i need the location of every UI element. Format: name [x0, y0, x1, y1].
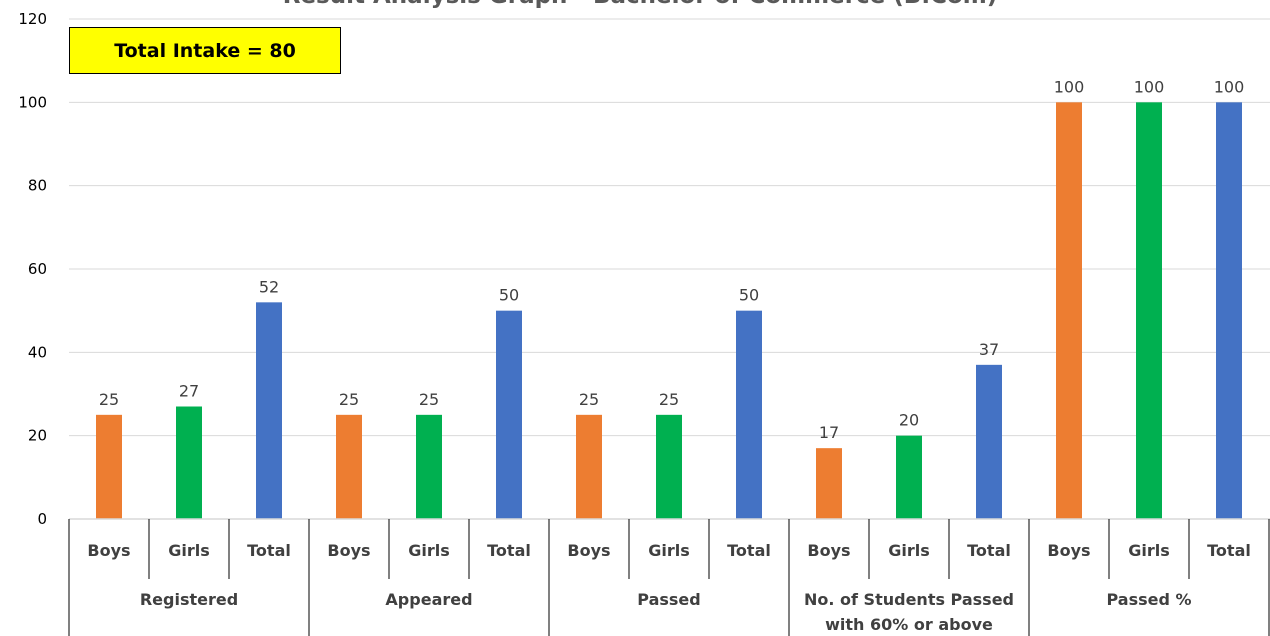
y-tick-label: 20 [28, 427, 47, 445]
group-label: Passed % [1106, 590, 1191, 609]
data-label: 100 [1134, 77, 1165, 96]
category-label-girls: Girls [168, 541, 210, 560]
data-label: 50 [739, 286, 759, 305]
bar-total [1216, 102, 1242, 519]
bar-girls [1136, 102, 1162, 519]
category-label-boys: Boys [327, 541, 370, 560]
y-axis-ticks: 0 20 40 60 80 100 120 [18, 10, 47, 528]
y-tick-label: 100 [18, 93, 47, 111]
gridlines [69, 18, 1270, 437]
bar-girls [656, 414, 682, 519]
category-label-boys: Boys [87, 541, 130, 560]
category-label-total: Total [967, 541, 1011, 560]
bar-girls [896, 435, 922, 519]
data-label: 25 [419, 390, 439, 409]
category-label-girls: Girls [648, 541, 690, 560]
category-label-boys: Boys [807, 541, 850, 560]
y-tick-label: 80 [28, 177, 47, 195]
category-label-total: Total [1207, 541, 1251, 560]
bar-boys [816, 448, 842, 519]
bar-boys [1056, 102, 1082, 519]
y-tick-label: 120 [18, 10, 47, 28]
category-label-girls: Girls [1128, 541, 1170, 560]
data-label: 25 [659, 390, 679, 409]
category-label-girls: Girls [888, 541, 930, 560]
data-label: 25 [339, 390, 359, 409]
data-label: 50 [499, 286, 519, 305]
data-label: 100 [1214, 77, 1245, 96]
bar-total [976, 364, 1002, 519]
y-tick-label: 40 [28, 343, 47, 361]
data-label: 25 [99, 390, 119, 409]
data-label: 17 [819, 423, 839, 442]
y-tick-label: 0 [37, 510, 47, 528]
group-label: No. of Students Passed with 60% or above [804, 590, 1014, 634]
data-label: 37 [979, 340, 999, 359]
bar-girls [176, 406, 202, 519]
x-axis [68, 518, 1270, 636]
data-label: 25 [579, 390, 599, 409]
bar-girls [416, 414, 442, 519]
group-label: Appeared [385, 590, 472, 609]
category-label-girls: Girls [408, 541, 450, 560]
bar-total [736, 310, 762, 519]
total-intake-box: Total Intake = 80 [69, 27, 341, 74]
data-label: 100 [1054, 77, 1085, 96]
x-axis-categories: Boys Girls Total Boys Girls Total Boys Girls Tot… [87, 541, 1250, 634]
category-label-boys: Boys [1047, 541, 1090, 560]
data-label: 52 [259, 277, 279, 296]
group-label: Passed [637, 590, 700, 609]
bars [96, 102, 1242, 519]
bar-boys [576, 414, 602, 519]
category-label-total: Total [487, 541, 531, 560]
data-label: 20 [899, 411, 919, 430]
data-labels: 25 27 52 25 25 50 25 25 50 17 20 37 100 100 100 [99, 77, 1244, 442]
chart-title: Result Analysis Graph - Bachelor of Comm… [283, 0, 997, 9]
y-tick-label: 60 [28, 260, 47, 278]
bar-boys [96, 414, 122, 519]
group-label: Registered [140, 590, 238, 609]
category-label-total: Total [727, 541, 771, 560]
data-label: 27 [179, 382, 199, 401]
bar-boys [336, 414, 362, 519]
bar-total [496, 310, 522, 519]
category-label-boys: Boys [567, 541, 610, 560]
category-label-total: Total [247, 541, 291, 560]
total-intake-label: Total Intake = 80 [114, 39, 296, 62]
bar-total [256, 302, 282, 519]
